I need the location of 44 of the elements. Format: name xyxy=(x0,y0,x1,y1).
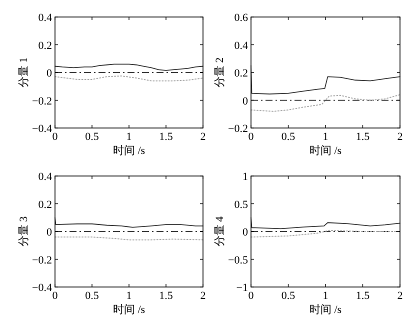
x-tick-label: 1.5 xyxy=(356,131,370,143)
y-axis-title: 分量 2 xyxy=(214,57,226,88)
x-axis-title: 时间 /s xyxy=(309,144,342,157)
x-tick-label: 1.5 xyxy=(159,290,174,302)
x-tick-label: 2 xyxy=(200,290,206,302)
x-tick-label: 0.5 xyxy=(281,131,296,143)
y-tick-label: 1 xyxy=(242,171,248,183)
x-tick-label: 2 xyxy=(397,290,403,302)
y-tick-label: 0 xyxy=(242,95,248,108)
y-tick-label: −0.2 xyxy=(32,254,52,266)
y-tick-label: 0 xyxy=(46,226,52,238)
y-axis-title: 分量 4 xyxy=(214,216,226,247)
y-tick-label: 0.4 xyxy=(234,40,248,52)
y-tick-label: 0.5 xyxy=(234,198,248,211)
y-tick-label: 0.4 xyxy=(38,171,52,183)
x-axis-title: 时间 /s xyxy=(309,303,342,316)
y-tick-label: −1 xyxy=(236,282,248,294)
y-tick-label: 0.6 xyxy=(234,12,248,24)
x-tick-label: 1 xyxy=(322,290,328,302)
x-tick-label: 2 xyxy=(200,131,206,143)
x-tick-label: 1 xyxy=(126,131,132,143)
y-tick-label: −0.2 xyxy=(228,123,248,135)
x-tick-label: 1.5 xyxy=(356,290,370,302)
y-tick-label: 0.4 xyxy=(38,12,52,24)
x-tick-label: 1 xyxy=(126,290,132,302)
x-axis-title: 时间 /s xyxy=(112,303,146,316)
y-tick-label: 0 xyxy=(46,68,52,80)
y-tick-label: 0.2 xyxy=(234,68,248,80)
y-axis-title: 分量 1 xyxy=(18,57,30,88)
x-tick-label: 1.5 xyxy=(159,131,174,143)
x-axis-title: 时间 /s xyxy=(112,144,146,157)
y-axis-title: 分量 3 xyxy=(18,216,30,247)
y-tick-label: −0.5 xyxy=(228,254,248,266)
x-tick-label: 0.5 xyxy=(281,290,296,302)
x-tick-label: 1 xyxy=(322,131,328,143)
y-tick-label: 0.2 xyxy=(38,40,52,52)
y-tick-label: 0 xyxy=(242,226,248,238)
y-tick-label: −0.4 xyxy=(32,282,52,294)
y-tick-label: 0.2 xyxy=(38,198,52,211)
y-tick-label: −0.2 xyxy=(32,95,52,108)
x-tick-label: 2 xyxy=(397,131,403,143)
y-tick-label: −0.4 xyxy=(32,123,52,135)
x-tick-label: 0.5 xyxy=(85,290,100,302)
x-tick-label: 0.5 xyxy=(85,131,100,143)
